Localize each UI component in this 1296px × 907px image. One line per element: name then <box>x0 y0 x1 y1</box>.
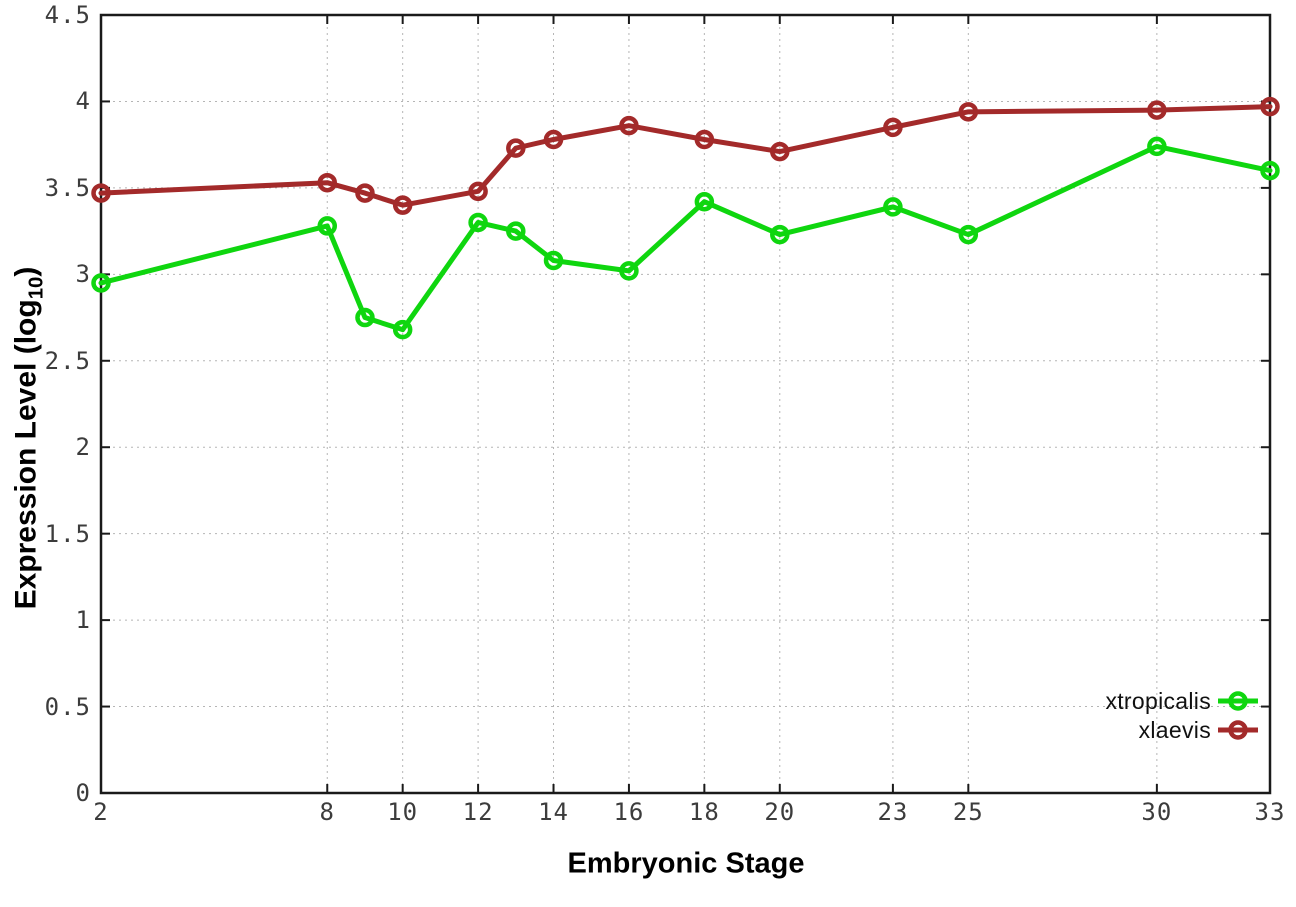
data-point-xlaevis <box>1260 96 1280 117</box>
y-axis-title-close: ) <box>9 266 43 277</box>
data-point-xlaevis <box>770 141 790 162</box>
data-point-xtropicalis <box>506 221 526 241</box>
y-axis-title-subscript: 10 <box>25 276 48 300</box>
series-line-xtropicalis <box>98 143 1273 333</box>
legend-row-xtropicalis: xtropicalis <box>1105 688 1258 714</box>
legend-label: xlaevis <box>1138 716 1211 743</box>
data-point-xtropicalis <box>694 191 715 212</box>
data-point-xtropicalis <box>392 319 413 340</box>
data-point-xlaevis <box>468 181 488 202</box>
x-tick-label: 8 <box>319 798 335 826</box>
y-tick-label: 2.5 <box>44 346 91 375</box>
data-point-xtropicalis <box>619 261 639 281</box>
data-point-xtropicalis <box>91 273 111 293</box>
data-point-xlaevis <box>958 102 979 122</box>
y-tick-label: 3.5 <box>44 173 91 202</box>
legend-sample-marker <box>1228 720 1248 740</box>
y-tick-label: 3 <box>75 260 91 289</box>
data-point-xtropicalis <box>770 224 790 245</box>
series-line-xlaevis <box>98 104 1273 208</box>
x-tick-label: 33 <box>1254 798 1286 826</box>
x-tick-label: 30 <box>1141 798 1173 826</box>
x-tick-label: 2 <box>93 798 109 826</box>
data-point-xtropicalis <box>883 197 903 217</box>
data-point-xlaevis <box>694 129 715 150</box>
data-point-xlaevis <box>619 115 639 136</box>
y-tick-label: 2 <box>75 433 91 462</box>
y-tick-label: 1 <box>75 606 91 635</box>
data-point-xlaevis <box>506 138 526 158</box>
x-tick-label: 12 <box>462 798 494 826</box>
x-tick-label: 18 <box>688 798 720 826</box>
plot-border <box>99 13 1272 795</box>
data-point-xtropicalis <box>317 216 338 236</box>
data-point-xlaevis <box>392 195 413 215</box>
y-axis-title-text: Expression Level (log <box>9 299 43 610</box>
y-tick-label: 0 <box>75 779 91 807</box>
x-tick-label: 16 <box>613 798 645 826</box>
legend-label: xtropicalis <box>1105 687 1211 714</box>
data-point-xtropicalis <box>1147 136 1167 157</box>
x-axis-title: Embryonic Stage <box>567 847 805 880</box>
legend-sample-xlaevis <box>1218 720 1258 740</box>
y-axis-title: Expression Level (log10) <box>10 267 49 610</box>
legend-sample-xtropicalis <box>1218 691 1258 711</box>
data-point-xlaevis <box>883 117 903 138</box>
data-point-xtropicalis <box>543 250 564 271</box>
x-tick-label: 14 <box>538 798 569 826</box>
data-point-xlaevis <box>355 183 375 203</box>
y-tick-label: 0.5 <box>44 692 91 721</box>
data-point-xtropicalis <box>355 307 375 328</box>
x-tick-label: 25 <box>952 798 984 826</box>
data-point-xtropicalis <box>1260 160 1280 181</box>
x-tick-label: 10 <box>387 798 419 826</box>
y-tick-label: 1.5 <box>44 519 91 548</box>
data-point-xtropicalis <box>468 212 488 233</box>
data-point-xlaevis <box>1147 100 1167 120</box>
y-tick-label: 4.5 <box>44 1 91 29</box>
data-point-xtropicalis <box>958 224 979 245</box>
x-tick-label: 23 <box>877 798 909 826</box>
data-point-xlaevis <box>91 183 111 203</box>
data-point-xlaevis <box>317 172 338 193</box>
y-tick-label: 4 <box>75 87 91 116</box>
data-point-xlaevis <box>543 129 564 150</box>
x-tick-label: 20 <box>764 798 796 826</box>
legend-sample-marker <box>1228 691 1248 711</box>
legend-row-xlaevis: xlaevis <box>1139 717 1258 743</box>
